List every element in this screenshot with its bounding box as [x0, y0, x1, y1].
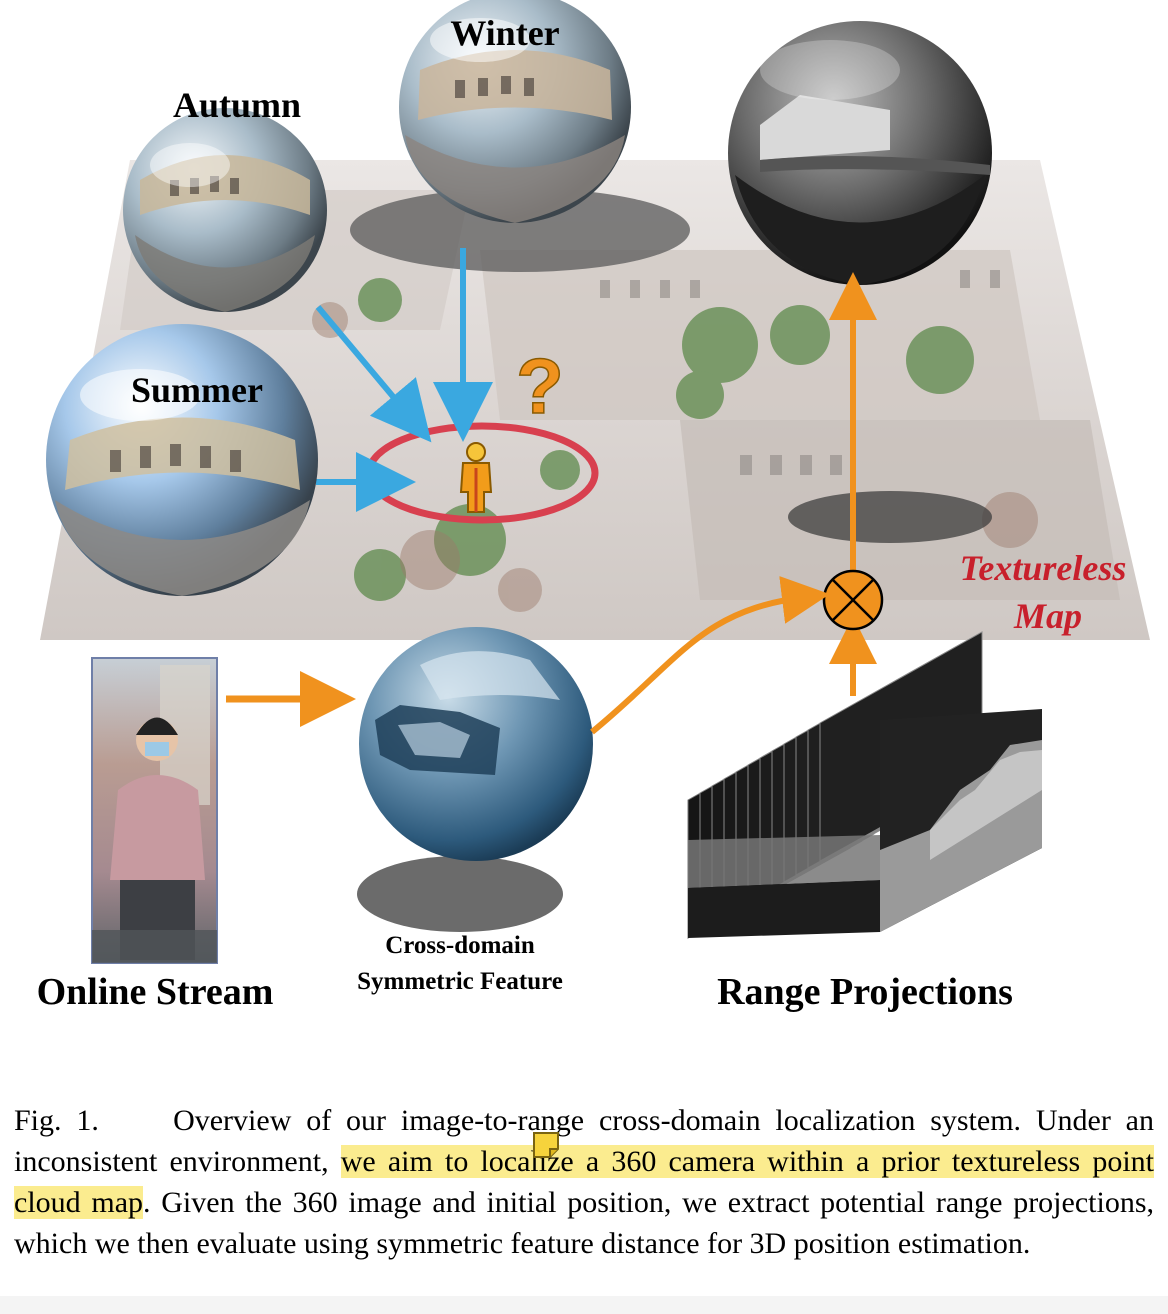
sphere-shadow	[350, 188, 690, 272]
arrow-autumn	[315, 305, 432, 443]
fusion-otimes-icon	[822, 569, 884, 631]
range-projection-stack	[687, 631, 1042, 939]
feature-label-line1: Cross-domain	[385, 932, 535, 959]
online-stream-photo	[91, 657, 218, 964]
winter-sphere	[399, 0, 631, 223]
figure-canvas: ?	[37, 0, 1150, 1013]
figure-caption: Fig. 1. Overview of our image-to-range c…	[14, 1100, 1154, 1264]
blue-arrows	[315, 248, 493, 512]
summer-sphere	[46, 324, 318, 596]
autumn-label: Autumn	[173, 85, 301, 125]
online-stream-label: Online Stream	[37, 971, 274, 1013]
range-image-sphere	[728, 21, 992, 285]
textureless-label-line2: Map	[1013, 596, 1082, 636]
feature-label-line2: Symmetric Feature	[357, 968, 563, 995]
arrow-to-fusion	[590, 576, 830, 735]
note-annotation-icon[interactable]	[531, 1130, 561, 1160]
overview-figure: ?	[37, 0, 1150, 1013]
person-icon	[459, 442, 493, 513]
feature-sphere	[357, 627, 593, 932]
caption-label: Fig. 1.	[14, 1104, 99, 1137]
autumn-sphere	[123, 108, 327, 312]
summer-label: Summer	[131, 370, 263, 410]
textureless-label-line1: Textureless	[960, 548, 1127, 588]
winter-label: Winter	[450, 13, 559, 53]
page-bottom-strip	[0, 1296, 1168, 1314]
caption-text-after: . Given the 360 image and initial positi…	[14, 1186, 1154, 1260]
sphere-shadow	[788, 491, 992, 543]
sphere-shadow	[357, 856, 563, 932]
range-projections-label: Range Projections	[717, 971, 1013, 1013]
question-mark: ?	[516, 342, 564, 430]
caption-text-before: Overview of our image-to-range cross-dom…	[14, 1104, 1154, 1178]
